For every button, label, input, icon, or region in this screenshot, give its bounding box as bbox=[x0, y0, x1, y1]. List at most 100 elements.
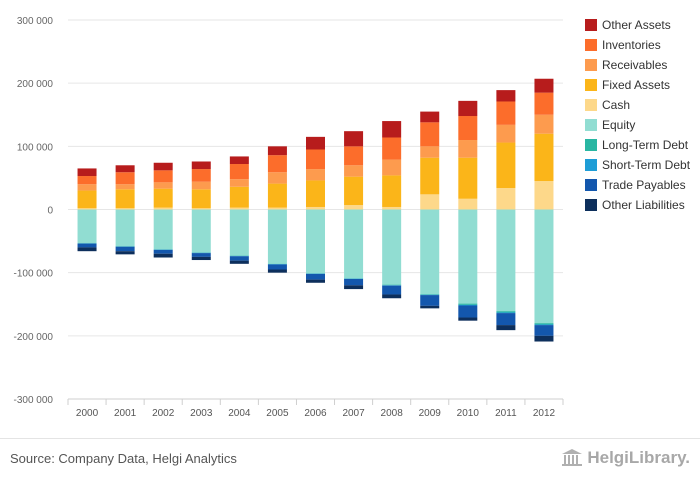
bar-segment[interactable] bbox=[458, 304, 477, 305]
legend-swatch[interactable] bbox=[585, 59, 597, 71]
bar-segment[interactable] bbox=[230, 187, 249, 208]
legend-swatch[interactable] bbox=[585, 79, 597, 91]
bar-segment[interactable] bbox=[382, 160, 401, 176]
bar-segment[interactable] bbox=[458, 318, 477, 321]
legend-label[interactable]: Other Assets bbox=[602, 18, 671, 32]
bar-segment[interactable] bbox=[154, 163, 173, 171]
bar-segment[interactable] bbox=[382, 285, 401, 286]
bar-segment[interactable] bbox=[268, 184, 287, 208]
bar-segment[interactable] bbox=[268, 146, 287, 155]
bar-segment[interactable] bbox=[306, 280, 325, 283]
bar-segment[interactable] bbox=[192, 257, 211, 260]
bar-segment[interactable] bbox=[154, 254, 173, 258]
bar-segment[interactable] bbox=[268, 264, 287, 269]
bar-segment[interactable] bbox=[192, 182, 211, 190]
bar-segment[interactable] bbox=[306, 180, 325, 207]
bar-segment[interactable] bbox=[116, 189, 135, 208]
bar-segment[interactable] bbox=[230, 261, 249, 264]
bar-segment[interactable] bbox=[420, 158, 439, 195]
bar-segment[interactable] bbox=[534, 210, 553, 324]
bar-segment[interactable] bbox=[306, 149, 325, 169]
bar-segment[interactable] bbox=[534, 79, 553, 93]
bar-segment[interactable] bbox=[268, 155, 287, 172]
bar-segment[interactable] bbox=[458, 116, 477, 140]
bar-segment[interactable] bbox=[192, 161, 211, 169]
bar-segment[interactable] bbox=[496, 325, 515, 330]
bar-segment[interactable] bbox=[268, 270, 287, 273]
legend-swatch[interactable] bbox=[585, 139, 597, 151]
legend-label[interactable]: Cash bbox=[602, 98, 630, 112]
bar-segment[interactable] bbox=[344, 177, 363, 205]
bar-segment[interactable] bbox=[534, 336, 553, 342]
bar-segment[interactable] bbox=[154, 250, 173, 254]
bar-segment[interactable] bbox=[268, 208, 287, 210]
bar-segment[interactable] bbox=[344, 285, 363, 289]
bar-segment[interactable] bbox=[496, 313, 515, 325]
bar-segment[interactable] bbox=[268, 210, 287, 264]
bar-segment[interactable] bbox=[192, 253, 211, 257]
legend-swatch[interactable] bbox=[585, 119, 597, 131]
bar-segment[interactable] bbox=[154, 210, 173, 250]
legend-label[interactable]: Receivables bbox=[602, 58, 667, 72]
bar-segment[interactable] bbox=[420, 122, 439, 146]
bar-segment[interactable] bbox=[116, 210, 135, 247]
bar-segment[interactable] bbox=[78, 208, 97, 209]
bar-segment[interactable] bbox=[496, 311, 515, 312]
bar-segment[interactable] bbox=[458, 305, 477, 306]
bar-segment[interactable] bbox=[306, 274, 325, 280]
bar-segment[interactable] bbox=[534, 93, 553, 115]
bar-segment[interactable] bbox=[382, 286, 401, 295]
bar-segment[interactable] bbox=[306, 210, 325, 274]
bar-segment[interactable] bbox=[496, 312, 515, 313]
bar-segment[interactable] bbox=[154, 170, 173, 182]
bar-segment[interactable] bbox=[344, 279, 363, 285]
bar-segment[interactable] bbox=[78, 184, 97, 190]
bar-segment[interactable] bbox=[116, 165, 135, 172]
bar-segment[interactable] bbox=[420, 112, 439, 123]
bar-segment[interactable] bbox=[496, 90, 515, 101]
bar-segment[interactable] bbox=[78, 210, 97, 243]
bar-segment[interactable] bbox=[458, 199, 477, 210]
bar-segment[interactable] bbox=[534, 323, 553, 324]
bar-segment[interactable] bbox=[496, 101, 515, 124]
legend-label[interactable]: Fixed Assets bbox=[602, 78, 670, 92]
bar-segment[interactable] bbox=[534, 181, 553, 209]
bar-segment[interactable] bbox=[154, 189, 173, 208]
bar-segment[interactable] bbox=[230, 256, 249, 260]
bar-segment[interactable] bbox=[496, 210, 515, 312]
bar-segment[interactable] bbox=[382, 210, 401, 285]
bar-segment[interactable] bbox=[116, 251, 135, 254]
bar-segment[interactable] bbox=[458, 306, 477, 318]
bar-segment[interactable] bbox=[154, 208, 173, 210]
legend-label[interactable]: Inventories bbox=[602, 38, 661, 52]
bar-segment[interactable] bbox=[534, 324, 553, 325]
legend-label[interactable]: Other Liabilities bbox=[602, 198, 685, 212]
bar-segment[interactable] bbox=[306, 169, 325, 180]
legend-label[interactable]: Long-Term Debt bbox=[602, 138, 689, 152]
legend-swatch[interactable] bbox=[585, 99, 597, 111]
bar-segment[interactable] bbox=[496, 143, 515, 188]
legend-swatch[interactable] bbox=[585, 19, 597, 31]
bar-segment[interactable] bbox=[382, 294, 401, 298]
bar-segment[interactable] bbox=[534, 134, 553, 181]
legend-label[interactable]: Short-Term Debt bbox=[602, 158, 691, 172]
bar-segment[interactable] bbox=[382, 121, 401, 137]
bar-segment[interactable] bbox=[116, 172, 135, 184]
bar-segment[interactable] bbox=[268, 172, 287, 183]
bar-segment[interactable] bbox=[192, 169, 211, 182]
bar-segment[interactable] bbox=[116, 208, 135, 209]
bar-segment[interactable] bbox=[116, 247, 135, 251]
legend-swatch[interactable] bbox=[585, 159, 597, 171]
bar-segment[interactable] bbox=[230, 210, 249, 256]
bar-segment[interactable] bbox=[78, 176, 97, 184]
bar-segment[interactable] bbox=[192, 210, 211, 253]
bar-segment[interactable] bbox=[230, 164, 249, 179]
bar-segment[interactable] bbox=[230, 156, 249, 164]
bar-segment[interactable] bbox=[420, 306, 439, 309]
bar-segment[interactable] bbox=[382, 137, 401, 159]
bar-segment[interactable] bbox=[534, 115, 553, 134]
bar-segment[interactable] bbox=[344, 205, 363, 209]
bar-segment[interactable] bbox=[78, 244, 97, 248]
bar-segment[interactable] bbox=[306, 207, 325, 210]
bar-segment[interactable] bbox=[192, 189, 211, 208]
